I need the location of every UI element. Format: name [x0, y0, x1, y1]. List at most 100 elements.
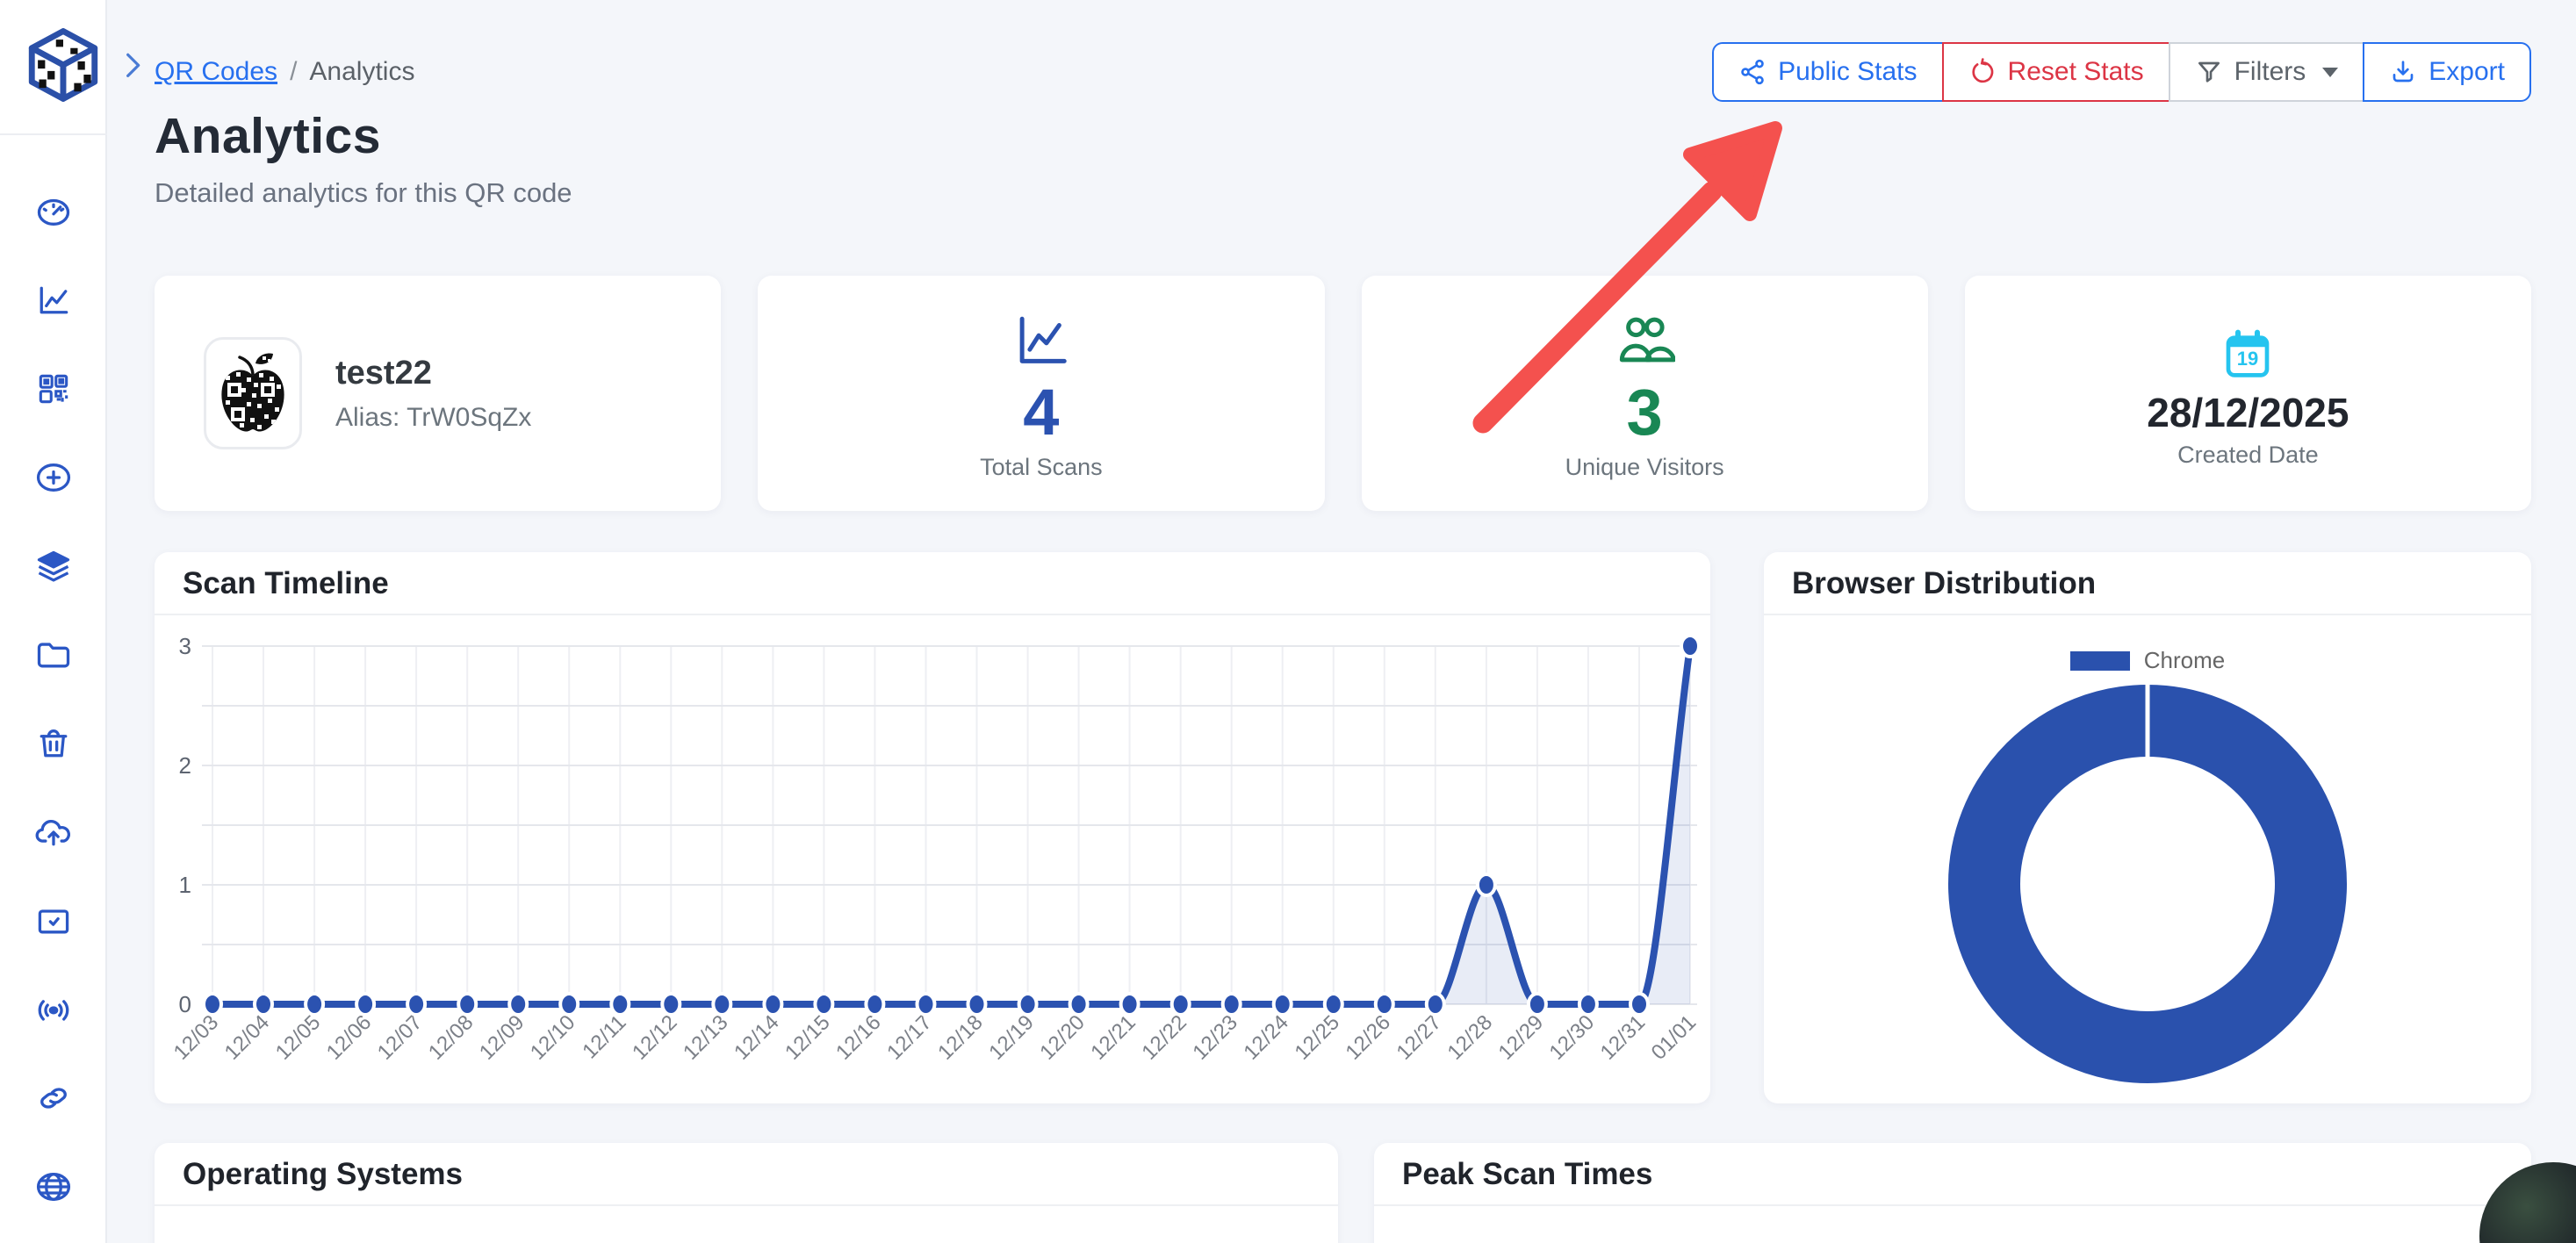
- page-subtitle: Detailed analytics for this QR code: [155, 177, 572, 208]
- svg-text:12/04: 12/04: [220, 1010, 275, 1065]
- trash-icon: [40, 729, 68, 757]
- globe-icon: [36, 1172, 71, 1201]
- svg-text:12/10: 12/10: [526, 1010, 580, 1065]
- svg-text:12/24: 12/24: [1239, 1010, 1293, 1065]
- sidebar-toggle[interactable]: [115, 46, 150, 84]
- export-button[interactable]: Export: [2363, 42, 2531, 102]
- scan-timeline-header: Scan Timeline: [155, 552, 1710, 615]
- svg-text:12/11: 12/11: [578, 1010, 630, 1063]
- page-title: Analytics: [155, 108, 381, 164]
- legend-label-chrome: Chrome: [2143, 647, 2226, 673]
- unique-visitors-value: 3: [1626, 375, 1663, 449]
- scan-timeline-card: Scan Timeline 0 1 2 3 12/03 12/04 12/05 12/06 12…: [155, 552, 1710, 1103]
- app-logo[interactable]: [25, 26, 102, 102]
- qr-name: test22: [335, 354, 432, 392]
- broadcast-icon: [38, 999, 69, 1021]
- reset-icon: [1971, 58, 1993, 83]
- total-scans-icon-wrap: [1011, 306, 1072, 371]
- svg-text:12/30: 12/30: [1545, 1010, 1600, 1065]
- browser-distribution-card: Browser Distribution Chrome: [1764, 552, 2531, 1103]
- peak-scan-times-card: Peak Scan Times: [1374, 1143, 2531, 1243]
- public-stats-button[interactable]: Public Stats: [1712, 42, 1944, 102]
- svg-text:12/21: 12/21: [1086, 1010, 1140, 1065]
- sidebar-item-bulk-stack[interactable]: [0, 521, 107, 610]
- chevron-down-icon: [2322, 67, 2339, 77]
- svg-text:01/01: 01/01: [1647, 1010, 1702, 1065]
- main-content: QR Codes / Analytics Public Stats Reset …: [107, 0, 2576, 1243]
- reset-stats-button[interactable]: Reset Stats: [1941, 42, 2170, 102]
- qr-code-icon: [39, 374, 68, 403]
- filter-funnel-icon: [2198, 61, 2220, 83]
- svg-text:12/26: 12/26: [1341, 1010, 1395, 1065]
- svg-text:12/09: 12/09: [475, 1010, 529, 1065]
- breadcrumb-separator: /: [290, 57, 298, 86]
- sidebar-item-broadcast[interactable]: [0, 965, 107, 1053]
- sidebar-item-dashboard[interactable]: [0, 167, 107, 255]
- unique-visitors-icon-wrap: [1614, 306, 1676, 371]
- svg-text:12/13: 12/13: [679, 1010, 733, 1065]
- qr-apple-image: [221, 353, 284, 432]
- donut-legend[interactable]: Chrome: [2069, 647, 2226, 674]
- svg-text:12/28: 12/28: [1443, 1010, 1498, 1065]
- reset-stats-label: Reset Stats: [2007, 57, 2144, 86]
- browser-distribution-chart: Chrome: [1764, 615, 2531, 1087]
- svg-text:12/23: 12/23: [1188, 1010, 1242, 1065]
- calendar-check-icon: [38, 909, 69, 933]
- svg-text:12/16: 12/16: [831, 1010, 886, 1065]
- sidebar-item-qr-codes[interactable]: [0, 344, 107, 433]
- sidebar-item-trash[interactable]: [0, 699, 107, 787]
- svg-text:12/31: 12/31: [1596, 1010, 1651, 1065]
- svg-text:0: 0: [179, 991, 191, 1017]
- qr-alias: Alias: TrW0SqZx: [335, 402, 532, 432]
- sidebar-item-cloud-upload[interactable]: [0, 787, 107, 876]
- svg-text:12/14: 12/14: [730, 1010, 784, 1065]
- svg-text:12/08: 12/08: [424, 1010, 479, 1065]
- plus-circle-icon: [36, 463, 71, 492]
- svg-text:12/12: 12/12: [628, 1010, 682, 1065]
- download-icon: [2393, 61, 2414, 83]
- created-date-label: Created Date: [2177, 441, 2319, 468]
- total-scans-label: Total Scans: [980, 453, 1103, 480]
- svg-text:12/25: 12/25: [1290, 1010, 1344, 1065]
- operating-systems-header: Operating Systems: [155, 1143, 1338, 1206]
- breadcrumb-current: Analytics: [309, 57, 415, 86]
- charts-row: Scan Timeline 0 1 2 3 12/03 12/04 12/05 12/06 12…: [155, 552, 2531, 1103]
- qr-code-thumbnail[interactable]: [204, 337, 302, 449]
- svg-text:12/03: 12/03: [169, 1010, 224, 1065]
- breadcrumb: QR Codes / Analytics: [155, 57, 414, 87]
- unique-visitors-card: 3 Unique Visitors: [1361, 276, 1928, 511]
- sidebar-item-folders[interactable]: [0, 610, 107, 699]
- sidebar: [0, 0, 107, 1243]
- dashboard-gauge-icon: [37, 198, 70, 226]
- created-date-card: 19 28/12/2025 Created Date: [1964, 276, 2531, 511]
- export-label: Export: [2428, 57, 2505, 86]
- users-icon: [1619, 317, 1676, 362]
- scan-timeline-svg: 012312/0312/0412/0512/0612/0712/0812/091…: [169, 633, 1702, 1065]
- filters-button[interactable]: Filters: [2168, 42, 2365, 102]
- chevron-right-icon: [126, 53, 140, 77]
- sidebar-item-domains[interactable]: [0, 1142, 107, 1231]
- stats-row: test22 Alias: TrW0SqZx 4 Total Scans 3 U…: [155, 276, 2531, 511]
- sidebar-item-create-new[interactable]: [0, 433, 107, 521]
- folder-icon: [37, 642, 70, 667]
- calendar-icon: 19: [2227, 329, 2270, 377]
- svg-text:1: 1: [179, 872, 191, 898]
- sidebar-item-campaigns[interactable]: [0, 876, 107, 965]
- breadcrumb-link-qr-codes[interactable]: QR Codes: [155, 57, 278, 86]
- svg-text:12/15: 12/15: [781, 1010, 835, 1065]
- sidebar-item-analytics[interactable]: [0, 255, 107, 344]
- link-icon: [40, 1087, 67, 1109]
- layers-icon: [37, 550, 70, 582]
- svg-text:12/19: 12/19: [984, 1010, 1039, 1065]
- svg-text:12/17: 12/17: [882, 1010, 937, 1065]
- created-date-icon-wrap: 19: [2219, 319, 2277, 384]
- total-scans-value: 4: [1023, 375, 1060, 449]
- sidebar-item-links[interactable]: [0, 1053, 107, 1142]
- unique-visitors-label: Unique Visitors: [1565, 453, 1724, 480]
- svg-text:12/06: 12/06: [322, 1010, 377, 1065]
- browser-distribution-header: Browser Distribution: [1764, 552, 2531, 615]
- line-chart-icon: [1019, 316, 1067, 363]
- cloud-upload-icon: [35, 819, 70, 845]
- svg-text:12/07: 12/07: [373, 1010, 428, 1065]
